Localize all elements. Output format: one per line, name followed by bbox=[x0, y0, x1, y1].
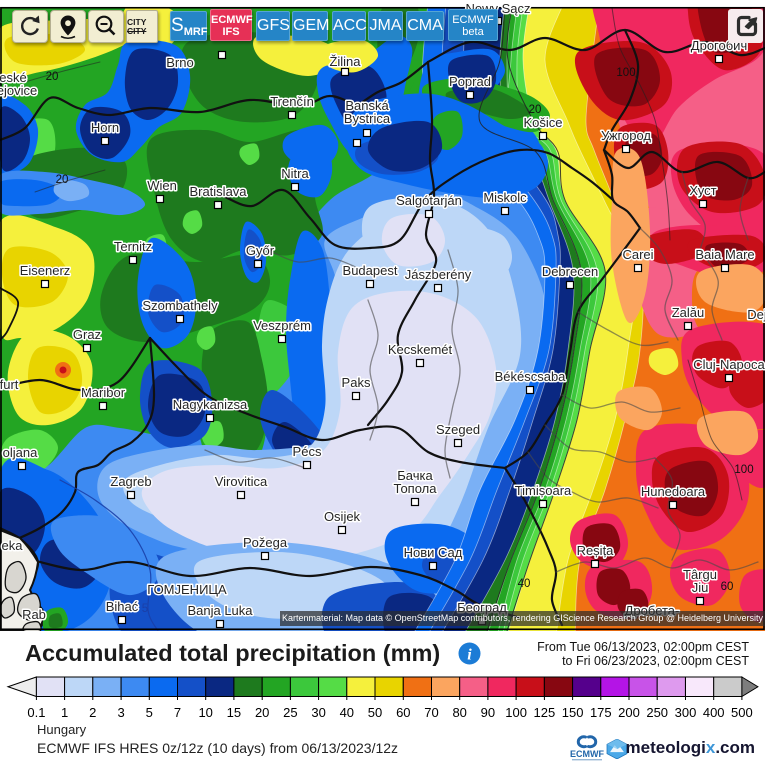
svg-text:70: 70 bbox=[424, 705, 438, 720]
svg-text:60: 60 bbox=[721, 581, 734, 593]
svg-text:Graz: Graz bbox=[73, 327, 101, 342]
svg-text:2: 2 bbox=[89, 705, 96, 720]
svg-text:Békéscsaba: Békéscsaba bbox=[495, 369, 567, 384]
svg-text:Brno: Brno bbox=[166, 55, 193, 70]
svg-text:Dej: Dej bbox=[747, 307, 765, 322]
svg-text:Nitra: Nitra bbox=[281, 166, 309, 181]
svg-text:200: 200 bbox=[618, 705, 640, 720]
svg-text:Žilina: Žilina bbox=[329, 54, 361, 69]
svg-text:Szombathely: Szombathely bbox=[142, 298, 218, 313]
svg-text:Maribor: Maribor bbox=[81, 385, 126, 400]
svg-text:Debrecen: Debrecen bbox=[542, 264, 598, 279]
svg-text:Ужгород: Ужгород bbox=[601, 128, 651, 143]
svg-text:Хуст: Хуст bbox=[689, 183, 716, 198]
svg-text:Eisenerz: Eisenerz bbox=[20, 263, 71, 278]
svg-text:100: 100 bbox=[505, 705, 527, 720]
svg-text:Jászberény: Jászberény bbox=[405, 267, 472, 282]
svg-text:Baia Mare: Baia Mare bbox=[695, 247, 754, 262]
svg-text:Cluj-Napoca: Cluj-Napoca bbox=[693, 357, 765, 372]
svg-text:15: 15 bbox=[227, 705, 241, 720]
svg-text:500: 500 bbox=[731, 705, 753, 720]
svg-text:30: 30 bbox=[311, 705, 325, 720]
svg-text:furt: furt bbox=[0, 377, 19, 392]
svg-text:Paks: Paks bbox=[342, 375, 371, 390]
svg-text:Jiu: Jiu bbox=[692, 580, 709, 595]
svg-text:oljana: oljana bbox=[3, 445, 38, 460]
svg-text:Košice: Košice bbox=[523, 115, 562, 130]
svg-text:Ternitz: Ternitz bbox=[114, 239, 152, 254]
svg-text:Timișoara: Timișoara bbox=[515, 483, 572, 498]
svg-text:Zalău: Zalău bbox=[672, 305, 705, 320]
svg-text:20: 20 bbox=[529, 104, 542, 116]
svg-text:40: 40 bbox=[518, 578, 531, 590]
svg-text:Szeged: Szeged bbox=[436, 422, 480, 437]
svg-text:10: 10 bbox=[198, 705, 212, 720]
svg-text:Budapest: Budapest bbox=[343, 263, 398, 278]
svg-text:Bihać: Bihać bbox=[106, 599, 139, 614]
svg-text:300: 300 bbox=[675, 705, 697, 720]
svg-text:Wien: Wien bbox=[147, 178, 177, 193]
svg-text:0.1: 0.1 bbox=[27, 705, 45, 720]
svg-text:Carei: Carei bbox=[622, 247, 653, 262]
svg-text:Salgótarján: Salgótarján bbox=[396, 193, 462, 208]
svg-text:eka: eka bbox=[2, 538, 24, 553]
svg-text:50: 50 bbox=[368, 705, 382, 720]
svg-text:90: 90 bbox=[481, 705, 495, 720]
svg-text:Győr: Győr bbox=[246, 243, 275, 258]
svg-text:ГОМЈЕНИЦА: ГОМЈЕНИЦА bbox=[147, 582, 227, 597]
svg-text:Pécs: Pécs bbox=[293, 444, 322, 459]
svg-text:150: 150 bbox=[562, 705, 584, 720]
svg-text:5: 5 bbox=[142, 603, 148, 615]
svg-text:20: 20 bbox=[255, 705, 269, 720]
svg-text:Bystrica: Bystrica bbox=[344, 111, 391, 126]
svg-text:100: 100 bbox=[734, 464, 753, 476]
svg-text:100: 100 bbox=[616, 67, 635, 79]
svg-text:Bratislava: Bratislava bbox=[189, 184, 247, 199]
svg-text:400: 400 bbox=[703, 705, 725, 720]
svg-text:Reșița: Reșița bbox=[577, 543, 615, 558]
svg-text:Požega: Požega bbox=[243, 535, 288, 550]
svg-text:Бачка: Бачка bbox=[397, 468, 433, 483]
svg-text:125: 125 bbox=[534, 705, 556, 720]
svg-text:3: 3 bbox=[117, 705, 124, 720]
svg-text:20: 20 bbox=[56, 174, 69, 186]
svg-text:Miskolc: Miskolc bbox=[483, 190, 527, 205]
svg-text:25: 25 bbox=[283, 705, 297, 720]
svg-text:ECMWF: ECMWF bbox=[570, 749, 604, 759]
svg-text:Târgu: Târgu bbox=[683, 567, 717, 582]
svg-text:Banja Luka: Banja Luka bbox=[187, 603, 253, 618]
svg-text:250: 250 bbox=[646, 705, 668, 720]
svg-text:Zagreb: Zagreb bbox=[110, 474, 151, 489]
svg-text:40: 40 bbox=[340, 705, 354, 720]
svg-text:Virovitica: Virovitica bbox=[215, 474, 268, 489]
svg-text:175: 175 bbox=[590, 705, 612, 720]
svg-text:Trenčín: Trenčín bbox=[270, 94, 314, 109]
svg-text:Топола: Топола bbox=[394, 481, 438, 496]
svg-text:20: 20 bbox=[46, 71, 59, 83]
svg-text:80: 80 bbox=[452, 705, 466, 720]
svg-text:Kecskemét: Kecskemét bbox=[388, 342, 453, 357]
svg-text:1: 1 bbox=[61, 705, 68, 720]
svg-text:Poprad: Poprad bbox=[449, 74, 491, 89]
svg-text:Osijek: Osijek bbox=[324, 509, 361, 524]
svg-text:Hunedoara: Hunedoara bbox=[641, 484, 706, 499]
svg-text:eské: eské bbox=[0, 70, 27, 85]
svg-text:Nagykanizsa: Nagykanizsa bbox=[173, 397, 248, 412]
svg-text:Horn: Horn bbox=[91, 120, 119, 135]
svg-text:i: i bbox=[467, 647, 472, 664]
svg-text:7: 7 bbox=[174, 705, 181, 720]
svg-text:Rab: Rab bbox=[22, 607, 46, 622]
svg-text:ejovice: ejovice bbox=[0, 83, 37, 98]
svg-text:Нови Сад: Нови Сад bbox=[404, 545, 463, 560]
svg-text:60: 60 bbox=[396, 705, 410, 720]
svg-text:Banská: Banská bbox=[345, 98, 389, 113]
svg-text:5: 5 bbox=[146, 705, 153, 720]
svg-text:Veszprém: Veszprém bbox=[253, 318, 311, 333]
